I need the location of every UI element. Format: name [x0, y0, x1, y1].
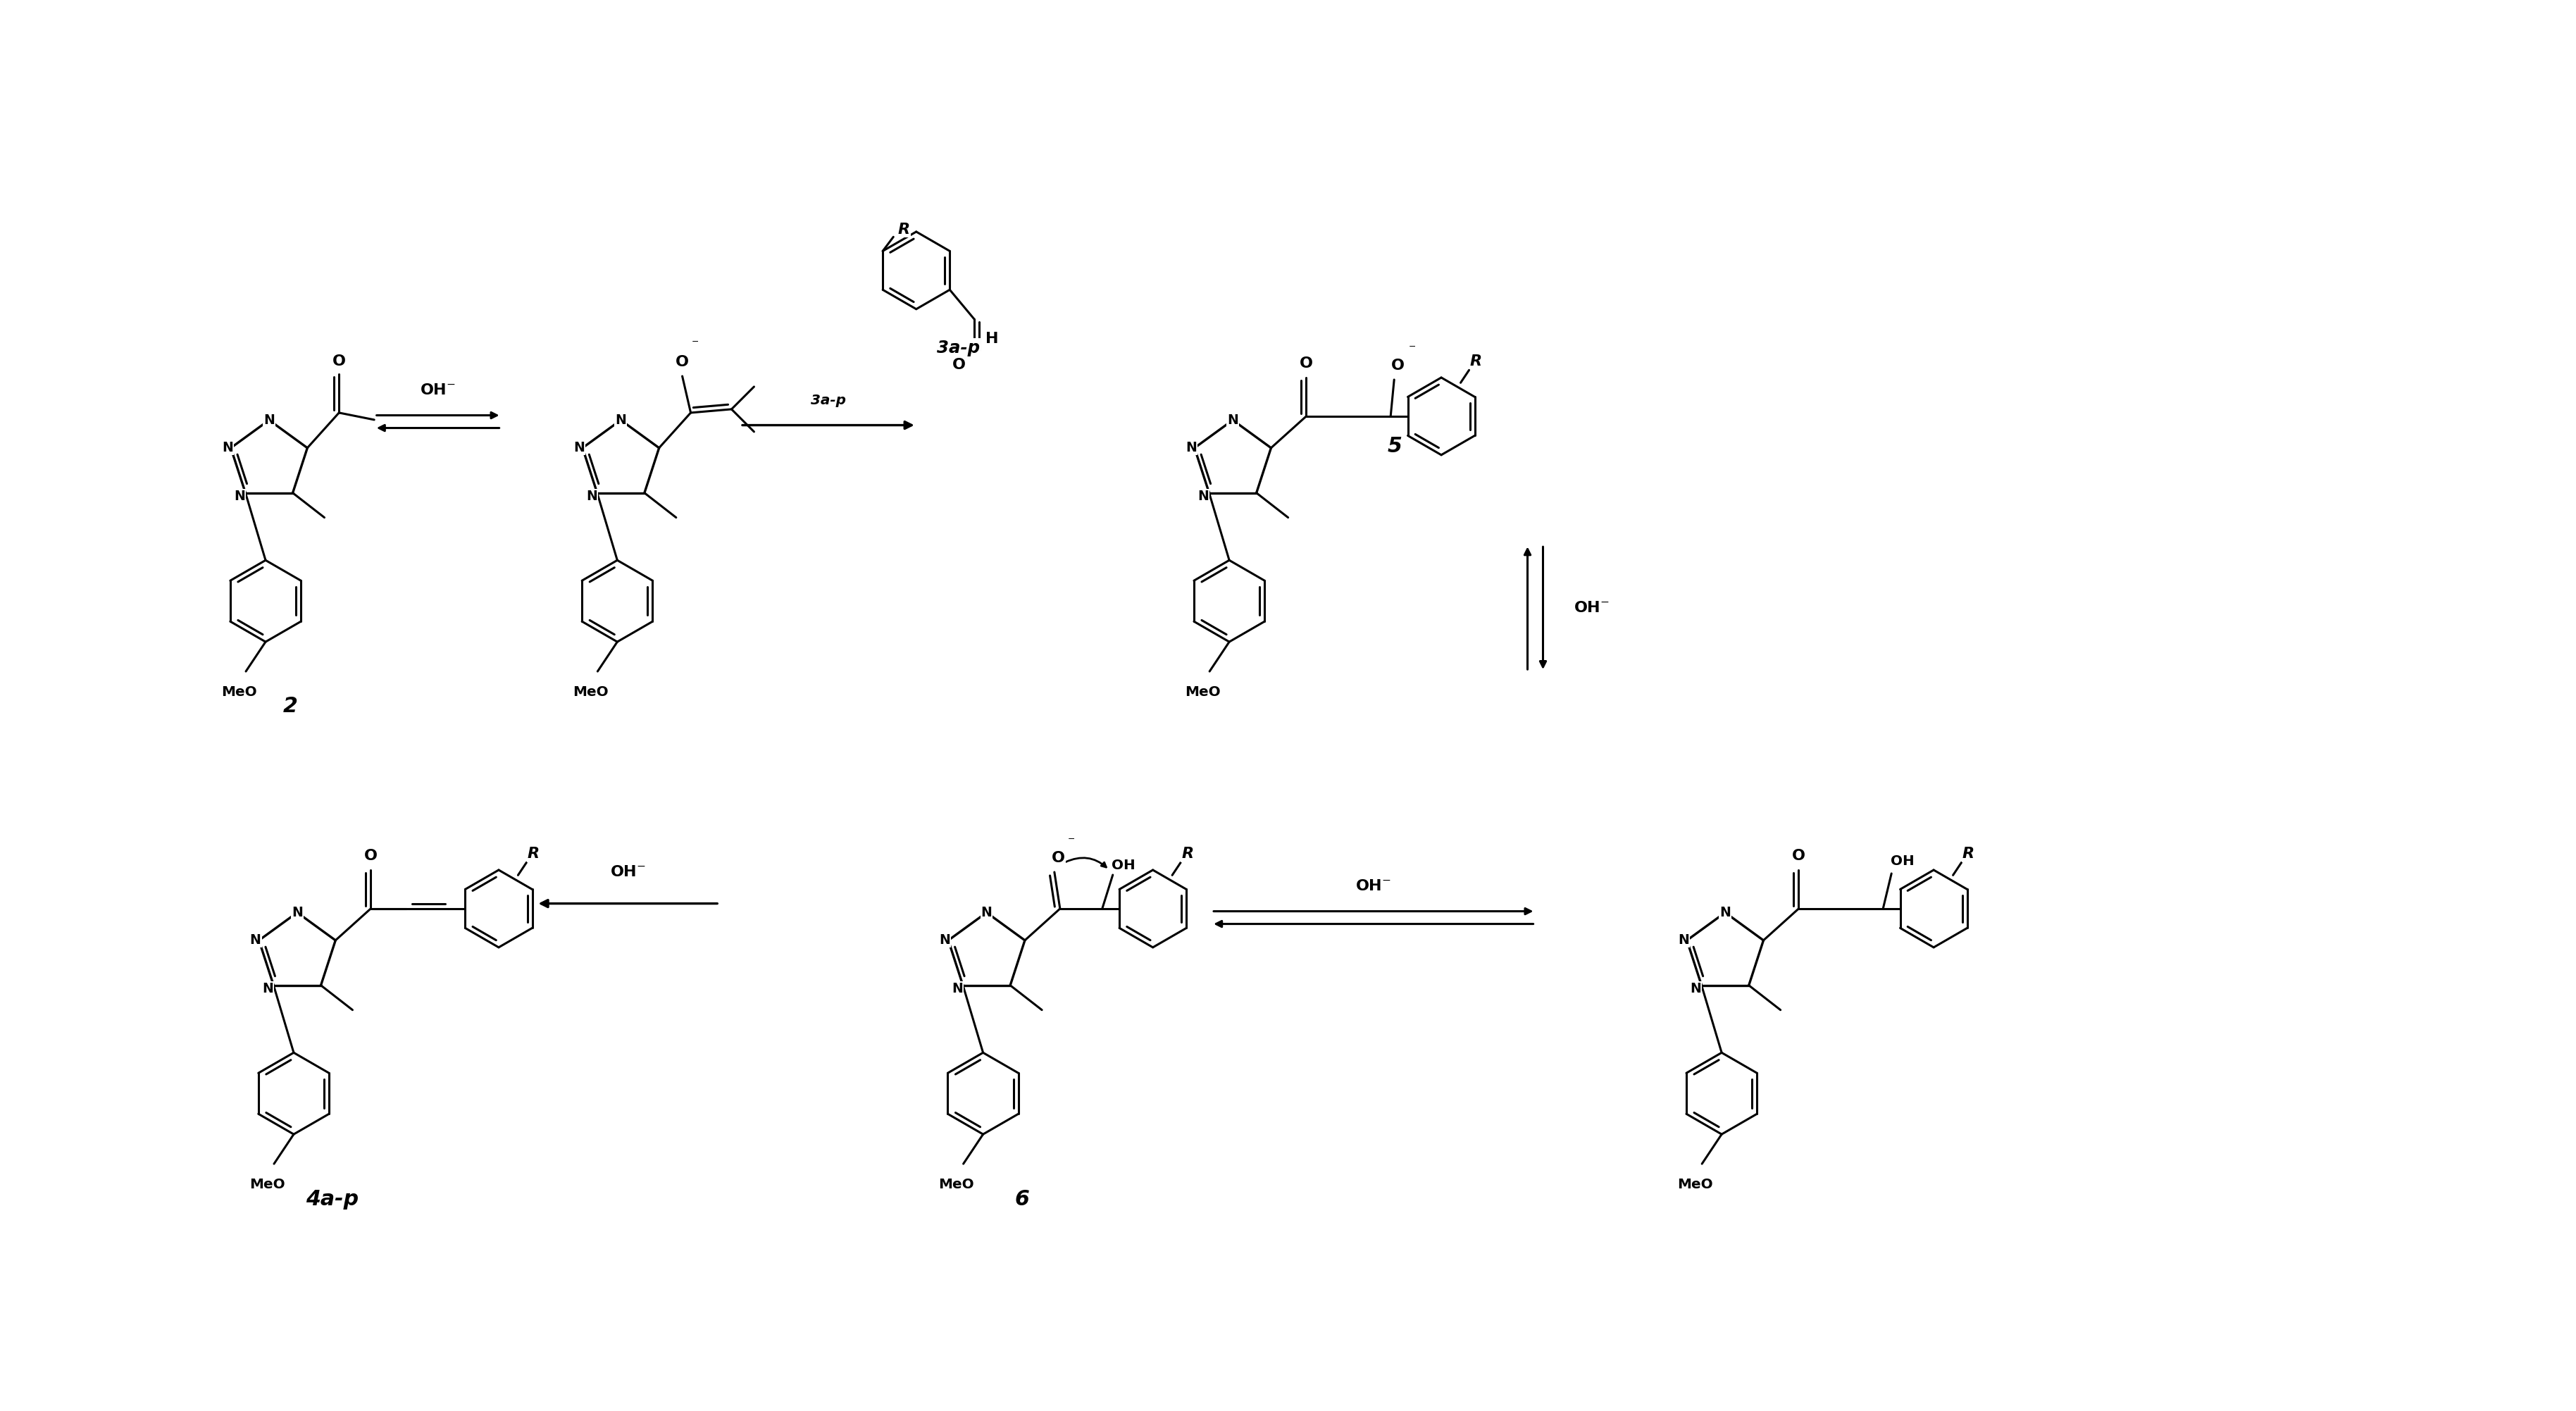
Text: N: N [1721, 906, 1731, 919]
Text: 6: 6 [1015, 1188, 1028, 1209]
Text: N: N [1677, 934, 1690, 947]
Text: N: N [585, 490, 598, 504]
Text: R: R [1182, 847, 1193, 861]
Text: R: R [899, 223, 909, 237]
Text: N: N [263, 982, 273, 996]
Text: MeO: MeO [572, 686, 608, 698]
Text: MeO: MeO [250, 1178, 286, 1191]
Text: O: O [675, 356, 688, 370]
Text: N: N [1690, 982, 1703, 996]
Text: MeO: MeO [1185, 686, 1221, 698]
Text: OH$^{-}$: OH$^{-}$ [420, 382, 456, 396]
Text: 5: 5 [1388, 436, 1401, 457]
Text: R: R [1471, 354, 1481, 368]
Text: R: R [1963, 847, 1976, 861]
Text: N: N [291, 906, 304, 919]
Text: O: O [1793, 849, 1806, 864]
Text: N: N [981, 906, 992, 919]
Text: N: N [616, 413, 626, 426]
Text: OH$^{-}$: OH$^{-}$ [1574, 601, 1610, 615]
Text: N: N [234, 490, 245, 504]
Text: N: N [1226, 413, 1239, 426]
Text: H: H [987, 332, 999, 346]
Text: MeO: MeO [1677, 1178, 1713, 1191]
Text: N: N [250, 934, 260, 947]
Text: MeO: MeO [222, 686, 258, 698]
Text: O: O [1298, 357, 1314, 371]
Text: OH$^{-}$: OH$^{-}$ [1355, 879, 1391, 893]
Text: MeO: MeO [938, 1178, 974, 1191]
Text: O: O [1051, 851, 1066, 865]
Text: R: R [528, 847, 538, 861]
Text: O: O [1391, 358, 1404, 373]
Text: N: N [951, 982, 963, 996]
Text: $^{-}$: $^{-}$ [1409, 343, 1417, 356]
Text: OH$^{-}$: OH$^{-}$ [611, 865, 647, 879]
Text: OH: OH [1891, 854, 1914, 868]
Text: N: N [1185, 442, 1198, 454]
Text: N: N [222, 442, 232, 454]
Text: OH: OH [1110, 858, 1136, 872]
Text: O: O [363, 849, 376, 864]
Text: N: N [940, 934, 951, 947]
Text: 3a-p: 3a-p [938, 339, 979, 356]
Text: O: O [953, 358, 966, 373]
Text: 3a-p: 3a-p [811, 394, 845, 408]
Text: $^{-}$: $^{-}$ [1066, 835, 1074, 848]
Text: 4a-p: 4a-p [307, 1188, 358, 1209]
Text: N: N [574, 442, 585, 454]
Text: $^{-}$: $^{-}$ [690, 339, 698, 351]
Text: N: N [1198, 490, 1208, 504]
Text: 2: 2 [283, 697, 299, 717]
Text: N: N [263, 413, 276, 426]
Text: O: O [332, 354, 345, 368]
